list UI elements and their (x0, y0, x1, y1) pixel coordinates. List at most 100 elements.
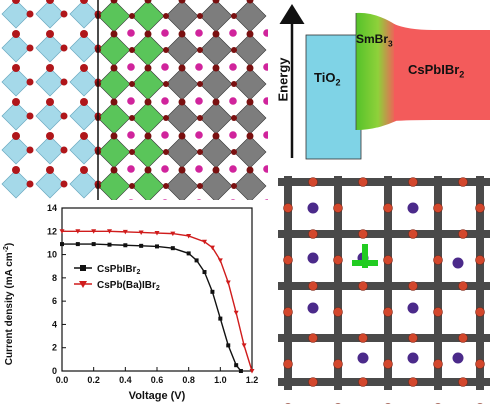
legend: CsPbIBr2 CsPb(Ba)IBr2 (74, 264, 160, 292)
bromide-atom (308, 377, 318, 387)
halide-atom (178, 64, 186, 72)
data-point (226, 343, 231, 348)
smbr-octahedron (97, 67, 131, 101)
halide-atom (246, 132, 254, 140)
oxygen-atom (26, 78, 34, 86)
lattice-rod (278, 378, 490, 386)
bromide-atom (383, 307, 393, 317)
pbbr-octahedron (165, 33, 199, 67)
pbbr-octahedron (233, 67, 267, 101)
cesium-atom (195, 131, 203, 139)
smbr-octahedron (97, 135, 131, 169)
halide-atom (197, 115, 203, 121)
tio2-band (305, 34, 362, 160)
cesium-atom (196, 199, 202, 200)
bromide-atom (308, 281, 318, 291)
pbbr-octahedron (199, 101, 233, 135)
halide-atom (129, 13, 135, 19)
data-point (209, 245, 215, 251)
x-tick-label: 0.4 (119, 375, 132, 385)
smbr-octahedron (131, 67, 165, 101)
y-tick-label: 10 (47, 250, 57, 260)
halide-atom (163, 47, 169, 53)
jv-chart: 0.0 0.2 0.4 0.6 0.8 1.0 1.2 0 2 4 6 8 10 12 14 Voltage… (3, 203, 258, 402)
smbr-octahedron (131, 135, 165, 169)
bromide-atom (308, 177, 318, 187)
data-point (170, 246, 175, 251)
halide-atom (163, 13, 169, 19)
lattice-rod (278, 282, 490, 290)
oxygen-atom (26, 112, 34, 120)
bromide-atom (333, 359, 343, 369)
y-tick-label: 0 (52, 366, 57, 376)
oxygen-atom (46, 132, 54, 140)
bromide-atom (458, 281, 468, 291)
y-tick-label: 14 (47, 203, 57, 213)
pbbr-octahedron (199, 135, 233, 169)
series-line-1 (62, 243, 242, 372)
data-point (241, 343, 247, 348)
halide-atom (212, 98, 220, 106)
oxygen-atom (46, 98, 54, 106)
tio6-octahedron (1, 135, 31, 165)
cesium-atom (407, 302, 419, 314)
bromide-atom (408, 377, 418, 387)
data-point (123, 243, 128, 248)
bromide-atom (475, 307, 485, 317)
halide-atom (246, 30, 254, 38)
cesium-atom (161, 29, 169, 37)
oxygen-atom (60, 10, 68, 18)
cspbibr2-label: CsPbIBr2 (408, 62, 465, 80)
lattice-framework (278, 176, 490, 404)
lattice-rod (278, 334, 490, 342)
halide-atom (163, 183, 169, 189)
halide-atom (163, 149, 169, 155)
halide-atom (110, 132, 118, 140)
data-point (138, 230, 144, 235)
oxygen-atom (12, 0, 20, 4)
pbbr-octahedron (165, 135, 199, 169)
halide-atom (231, 115, 237, 121)
halide-atom (129, 115, 135, 121)
oxygen-atom (60, 180, 68, 188)
data-point (238, 369, 243, 373)
halide-atom (144, 98, 152, 106)
x-tick-label: 0.0 (56, 375, 69, 385)
data-point (59, 229, 65, 234)
oxygen-atom (80, 0, 88, 4)
bromide-atom (358, 229, 368, 239)
tio6-octahedron (35, 33, 65, 63)
halide-atom (246, 0, 254, 4)
oxygen-atom (80, 30, 88, 38)
oxygen-atom (80, 132, 88, 140)
data-point (194, 258, 199, 263)
cesium-atom (229, 131, 237, 139)
cesium-atom (407, 352, 419, 364)
halide-atom (144, 0, 152, 4)
smbr-octahedron (131, 101, 165, 135)
pbbr-octahedron (199, 67, 233, 101)
tio6-octahedron (35, 101, 65, 131)
data-point (75, 229, 81, 234)
halide-atom (129, 81, 135, 87)
data-point (217, 258, 223, 263)
bromide-atom (408, 281, 418, 291)
halide-atom (178, 30, 186, 38)
cesium-atom (263, 97, 268, 105)
pbbr-octahedron (199, 169, 233, 200)
data-point (91, 229, 97, 234)
smbr-octahedron (131, 169, 165, 200)
cesium-atom (195, 97, 203, 105)
tio6-octahedron (69, 101, 99, 131)
y-tick-label: 8 (52, 273, 57, 283)
tio6-octahedron (1, 67, 31, 97)
tio6-octahedron (35, 135, 65, 165)
cesium-atom (162, 199, 168, 200)
data-point (60, 242, 64, 247)
lattice-rod (278, 178, 490, 186)
cesium-atom (127, 97, 135, 105)
oxygen-atom (26, 10, 34, 18)
pbbr-octahedron (165, 169, 199, 200)
tio6-octahedron (69, 67, 99, 97)
data-point (122, 229, 128, 235)
